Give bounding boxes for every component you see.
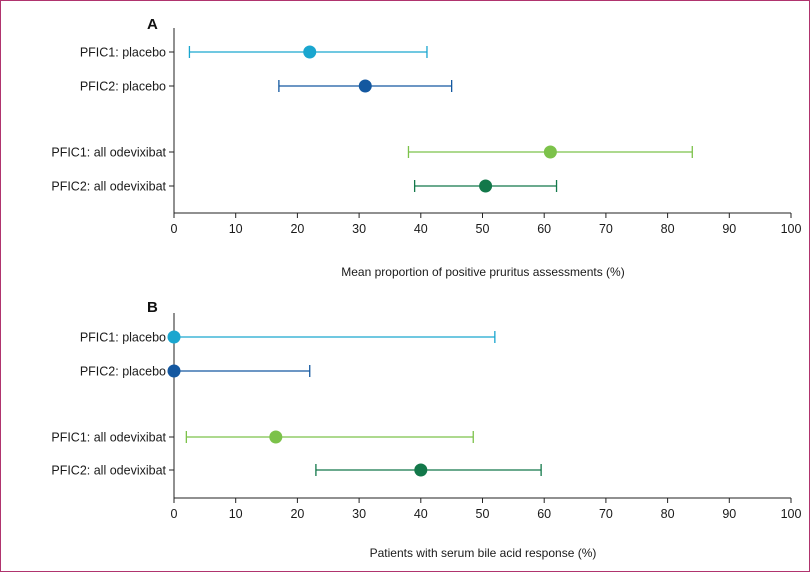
x-tick-label: 60 — [537, 222, 551, 236]
x-tick-label: 50 — [476, 222, 490, 236]
category-label: PFIC2: placebo — [80, 80, 166, 94]
panel-b-x-axis-title: Patients with serum bile acid response (… — [370, 546, 597, 560]
category-label: PFIC1: all odevixibat — [51, 431, 166, 445]
panel-a-letter: A — [147, 16, 158, 33]
category-label: PFIC1: placebo — [80, 331, 166, 345]
x-tick-label: 60 — [537, 507, 551, 521]
x-tick-label: 70 — [599, 222, 613, 236]
x-tick-label: 90 — [722, 507, 736, 521]
point-estimate — [269, 430, 283, 444]
x-tick-label: 0 — [171, 222, 178, 236]
category-label: PFIC2: all odevixibat — [51, 464, 166, 478]
panel-b-letter: B — [147, 299, 158, 316]
x-tick-label: 70 — [599, 507, 613, 521]
x-tick-label: 10 — [229, 222, 243, 236]
category-label: PFIC1: all odevixibat — [51, 146, 166, 160]
category-label: PFIC2: placebo — [80, 365, 166, 379]
x-tick-label: 0 — [171, 507, 178, 521]
x-tick-label: 20 — [290, 222, 304, 236]
x-tick-label: 90 — [722, 222, 736, 236]
category-label: PFIC1: placebo — [80, 46, 166, 60]
panel-b: B Patients with serum bile acid response… — [51, 299, 801, 560]
x-tick-label: 50 — [476, 507, 490, 521]
x-tick-label: 80 — [661, 222, 675, 236]
point-estimate — [303, 45, 317, 59]
x-tick-label: 30 — [352, 222, 366, 236]
panel-a-x-axis-title: Mean proportion of positive pruritus ass… — [341, 265, 624, 279]
point-estimate — [479, 179, 493, 193]
x-tick-label: 40 — [414, 222, 428, 236]
point-estimate — [358, 79, 372, 93]
point-estimate — [543, 145, 557, 159]
panel-a: A Mean proportion of positive pruritus a… — [51, 16, 801, 279]
category-label: PFIC2: all odevixibat — [51, 180, 166, 194]
point-estimate — [414, 463, 428, 477]
x-tick-label: 10 — [229, 507, 243, 521]
x-tick-label: 40 — [414, 507, 428, 521]
point-estimate — [167, 330, 181, 344]
x-tick-label: 100 — [781, 507, 802, 521]
x-tick-label: 80 — [661, 507, 675, 521]
x-tick-label: 20 — [290, 507, 304, 521]
point-estimate — [167, 364, 181, 378]
x-tick-label: 100 — [781, 222, 802, 236]
x-tick-label: 30 — [352, 507, 366, 521]
